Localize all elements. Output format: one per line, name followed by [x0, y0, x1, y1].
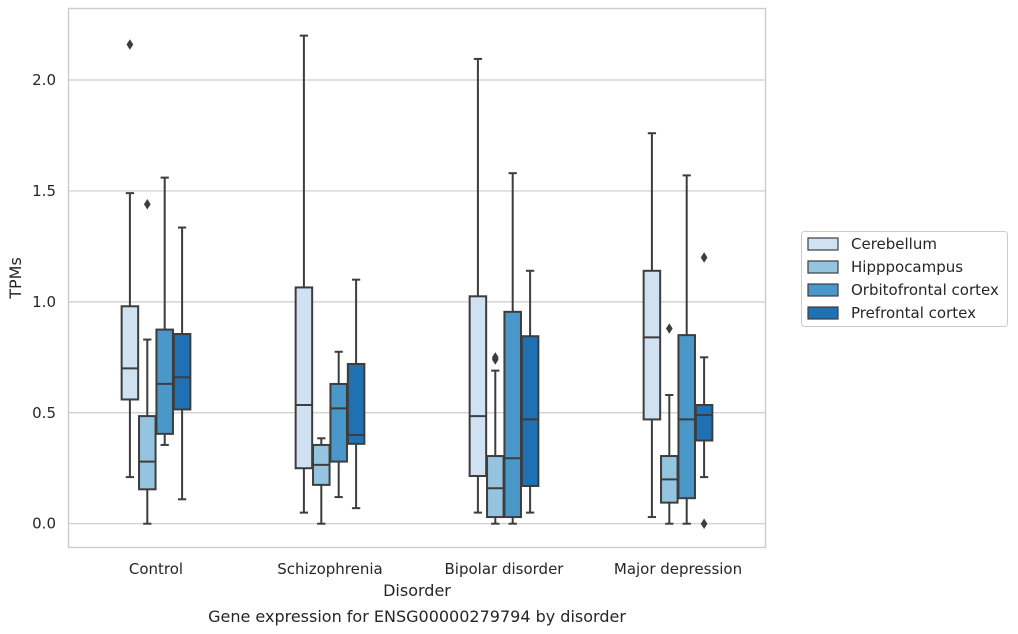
box-group [660, 323, 679, 525]
box-group [677, 174, 696, 525]
box [503, 310, 522, 519]
legend-label: Cerebellum [851, 235, 937, 253]
y-tick-label: 0.5 [32, 404, 56, 422]
x-axis-label: Disorder [383, 581, 451, 600]
box [155, 328, 174, 435]
box [138, 415, 157, 491]
box [642, 269, 662, 421]
box-group [694, 252, 714, 529]
legend-swatch [807, 260, 839, 274]
x-tick-label: Bipolar disorder [445, 560, 565, 578]
x-tick-label: Schizophrenia [277, 560, 382, 578]
box-group [486, 352, 505, 525]
series-orbitofrontal-cortex [155, 172, 696, 525]
series-cerebellum [120, 34, 662, 519]
y-tick-label: 1.5 [32, 182, 56, 200]
x-tick-labels: Control Schizophrenia Bipolar disorder Majo… [129, 560, 742, 578]
legend-item: Cerebellum [807, 235, 937, 253]
legend-label: Hipppocampus [851, 258, 963, 276]
outlier-point [700, 252, 708, 263]
box-group [329, 350, 348, 499]
legend-swatch [807, 237, 839, 251]
box-group [120, 39, 140, 479]
series-prefrontal-cortex [172, 226, 714, 529]
box [329, 382, 348, 463]
outlier-point [700, 518, 708, 529]
legend-item: Prefrontal cortex [807, 304, 976, 322]
legend-swatch [807, 306, 839, 320]
legend-item: Orbitofrontal cortex [807, 281, 999, 299]
y-tick-label: 1.0 [32, 293, 56, 311]
box-group [312, 437, 331, 525]
box-series [120, 34, 714, 529]
box-group [346, 278, 366, 510]
legend-swatch [807, 283, 839, 297]
y-tick-label: 2.0 [32, 71, 56, 89]
outlier-point [143, 198, 151, 210]
y-axis-label: TPMs [6, 257, 25, 300]
box [120, 305, 140, 401]
box-group [642, 132, 662, 519]
box-group [294, 34, 314, 514]
box-group [138, 198, 157, 525]
legend: Cerebellum Hipppocampus Orbitofrontal cort… [801, 231, 1008, 327]
outlier-point [126, 39, 134, 50]
box [677, 334, 696, 500]
y-tick-label: 0.0 [32, 515, 56, 533]
box [486, 455, 505, 519]
box [346, 362, 366, 445]
chart-caption: Gene expression for ENSG00000279794 by d… [208, 607, 626, 626]
box-group [468, 57, 488, 514]
legend-label: Orbitofrontal cortex [851, 281, 999, 299]
box-group [155, 176, 174, 446]
series-hipppocampus [138, 198, 679, 525]
box-group [520, 269, 540, 514]
box [172, 333, 192, 411]
y-tick-labels: 0.0 0.5 1.0 1.5 2.0 [32, 71, 56, 533]
box [294, 286, 314, 470]
legend-label: Prefrontal cortex [851, 304, 976, 322]
box-group [503, 172, 522, 525]
legend-item: Hipppocampus [807, 258, 963, 276]
outlier-point [491, 352, 499, 363]
x-tick-label: Control [129, 560, 183, 578]
box [468, 295, 488, 478]
box-group [172, 226, 192, 501]
outlier-point [665, 323, 673, 334]
box [520, 335, 540, 487]
plot-area-frame [67, 7, 767, 549]
x-tick-label: Major depression [614, 560, 742, 578]
box [694, 404, 714, 442]
legend-frame [801, 231, 1008, 327]
